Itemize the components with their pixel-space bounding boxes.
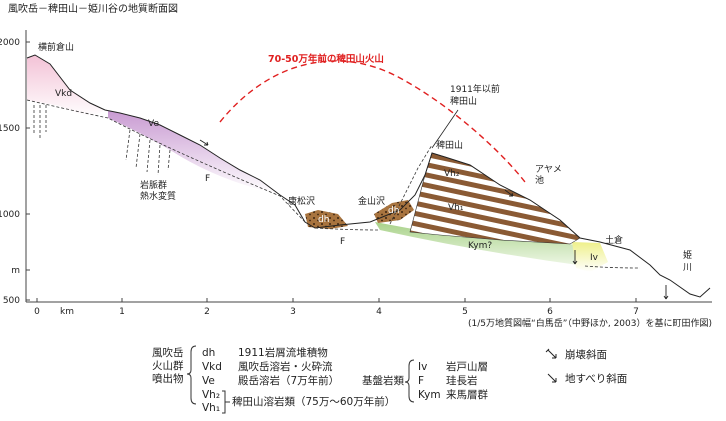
y-axis-label: 1000 xyxy=(0,210,20,220)
legend-group: 風吹岳 xyxy=(152,346,184,359)
legend-code: F xyxy=(418,375,424,387)
brace xyxy=(404,359,415,403)
legend-code: Ve xyxy=(202,375,215,387)
x-axis-labels: 0 km 1 2 3 4 5 6 7 xyxy=(34,298,639,317)
x-axis-label: 3 xyxy=(290,307,296,317)
legend-desc: 殿岳溶岩（7万年前） xyxy=(238,374,339,387)
label: アヤメ xyxy=(535,165,562,175)
title: 風吹岳－稗田山－姫川谷の地質断面図 xyxy=(8,2,178,15)
label: dh xyxy=(318,215,329,225)
label: 1911年以前 xyxy=(450,83,500,95)
x-axis-label: km xyxy=(60,307,74,317)
boundaries xyxy=(26,99,641,269)
label: dh xyxy=(388,206,399,216)
legend-group: 基盤岩類 xyxy=(362,374,404,387)
legend-desc: 1911岩屑流堆積物 xyxy=(238,346,328,359)
label: F xyxy=(340,237,345,247)
source-note: (1/5万地質図幅“白馬岳”（中野ほか, 2003）を基に町田作図) xyxy=(468,317,712,329)
legend-code: dh xyxy=(202,347,215,359)
arrow xyxy=(504,189,514,197)
y-axis-label: 1500 xyxy=(0,124,20,134)
label: Kym? xyxy=(468,241,492,251)
label: 金山沢 xyxy=(358,195,385,207)
label: Vh₂ xyxy=(444,169,460,179)
reconstructed-volcano xyxy=(219,60,526,183)
boundary-line xyxy=(26,99,306,223)
boundary-line xyxy=(584,265,641,269)
x-axis-label: 2 xyxy=(204,307,210,317)
label: Iv xyxy=(590,253,599,263)
landslide-symbol xyxy=(547,373,557,383)
label: 土倉 xyxy=(605,234,623,246)
terrain-profile xyxy=(26,54,711,298)
legend-desc: 稗田山溶岩類（75万～60万年前） xyxy=(232,395,395,408)
slope-arrows xyxy=(199,139,669,300)
y-axis-label: 500 xyxy=(3,296,20,306)
brace xyxy=(222,390,230,414)
legend-code: Vh₂ xyxy=(202,389,220,401)
label: Vkd xyxy=(55,89,72,99)
label: 唐松沢 xyxy=(288,195,315,207)
x-axis-label: 1 xyxy=(119,307,125,317)
label: Vh₁ xyxy=(448,203,464,213)
x-axis-label: 4 xyxy=(376,307,382,317)
legend-code: Vh₁ xyxy=(202,402,220,414)
label: 池 xyxy=(535,174,544,186)
x-axis-label: 7 xyxy=(633,307,639,317)
legend-code: Iv xyxy=(418,361,427,373)
label: 稗田山 xyxy=(436,139,463,151)
legend-group: 火山群 xyxy=(152,359,184,372)
leader-line xyxy=(431,109,459,149)
legend-desc: 来馬層群 xyxy=(446,388,488,401)
legend-desc: 珪長岩 xyxy=(446,374,478,387)
arrow xyxy=(199,139,209,146)
label: F xyxy=(205,174,210,184)
x-axis-label: 6 xyxy=(547,307,553,317)
x-axis-label: 5 xyxy=(462,307,468,317)
arrow xyxy=(663,285,669,300)
label: 姫 xyxy=(683,249,692,261)
label: 川 xyxy=(683,263,692,273)
iv-unit xyxy=(572,242,608,272)
brace xyxy=(186,345,197,405)
legend-code: Kym xyxy=(418,389,441,401)
label: 70-50万年前の稗田山火山 xyxy=(268,53,384,65)
legend-desc: 風吹岳溶岩・火砕流 xyxy=(238,360,333,373)
old-slope-line xyxy=(389,144,433,225)
label: 横前倉山 xyxy=(38,41,74,53)
dike-line xyxy=(125,129,171,176)
y-axis-labels: 2000 1500 1000 m 500 xyxy=(0,38,30,306)
collapse-symbol xyxy=(545,348,557,359)
label: 熱水変質 xyxy=(140,190,176,202)
arrow xyxy=(572,250,578,265)
y-axis-label: m xyxy=(11,266,20,276)
legend-symbol: 崩壊斜面 xyxy=(565,348,607,361)
dike-line xyxy=(33,105,47,138)
vkd-unit xyxy=(27,55,105,118)
ve-unit xyxy=(108,111,280,194)
legend-desc: 岩戸山層 xyxy=(446,360,488,373)
legend-code: Vkd xyxy=(202,361,222,373)
label: 岩脈群 xyxy=(140,179,167,191)
label: 稗田山 xyxy=(450,95,477,107)
boundary-line xyxy=(314,227,381,231)
x-axis-label: 0 xyxy=(34,307,40,317)
y-axis-label: 2000 xyxy=(0,38,20,48)
legend: 風吹岳 火山群 噴出物 dh 1911岩屑流堆積物 Vkd 風吹岳溶岩・火砕流 … xyxy=(152,345,627,414)
figure: 風吹岳－稗田山－姫川谷の地質断面図 2000 1500 1000 m 500 0 km 1 2… xyxy=(0,2,712,329)
legend-group: 噴出物 xyxy=(152,372,184,385)
legend-symbol: 地すべり斜面 xyxy=(565,372,627,385)
label: Ve xyxy=(148,119,159,129)
dh-deposit xyxy=(305,210,348,229)
